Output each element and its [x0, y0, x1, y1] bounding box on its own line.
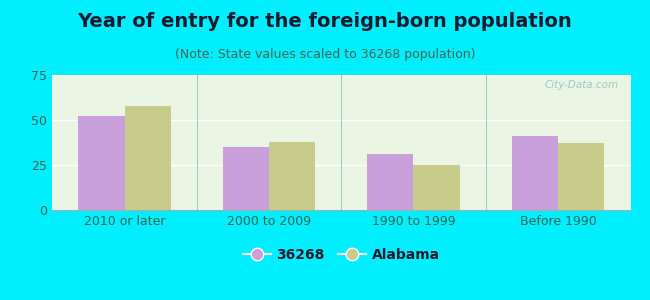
Bar — [413, 165, 460, 210]
Legend: 36268, Alabama: 36268, Alabama — [237, 243, 445, 268]
Bar — [125, 106, 171, 210]
Bar — [512, 136, 558, 210]
Bar — [269, 142, 315, 210]
Text: Year of entry for the foreign-born population: Year of entry for the foreign-born popul… — [77, 12, 573, 31]
Bar — [558, 143, 605, 210]
Bar — [78, 116, 125, 210]
Bar — [367, 154, 413, 210]
Text: (Note: State values scaled to 36268 population): (Note: State values scaled to 36268 popu… — [175, 48, 475, 61]
Bar — [223, 147, 269, 210]
Text: City-Data.com: City-Data.com — [545, 80, 619, 90]
